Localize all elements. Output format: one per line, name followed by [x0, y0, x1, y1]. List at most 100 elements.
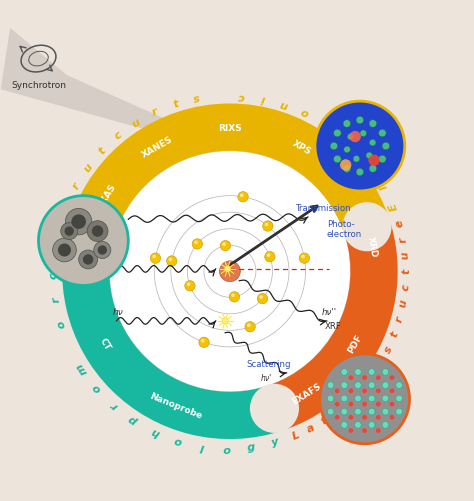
Circle shape — [87, 221, 108, 242]
Text: E: E — [387, 200, 400, 211]
Text: t: t — [172, 99, 180, 110]
Text: XPS: XPS — [291, 138, 313, 156]
Text: hν: hν — [113, 257, 123, 266]
Circle shape — [229, 292, 240, 303]
Text: r: r — [319, 117, 329, 129]
Circle shape — [265, 223, 268, 227]
Circle shape — [355, 382, 361, 389]
Text: c: c — [49, 272, 59, 278]
Circle shape — [264, 252, 275, 263]
Circle shape — [396, 408, 402, 415]
Circle shape — [83, 255, 93, 265]
Circle shape — [65, 209, 92, 235]
Circle shape — [353, 156, 360, 163]
Text: o: o — [173, 434, 183, 446]
Circle shape — [341, 408, 347, 415]
Circle shape — [348, 389, 353, 393]
Text: i: i — [346, 395, 355, 405]
Text: c: c — [400, 284, 411, 291]
Circle shape — [192, 239, 202, 249]
Polygon shape — [0, 29, 239, 156]
Circle shape — [362, 415, 367, 420]
Circle shape — [355, 422, 361, 428]
Text: t: t — [97, 145, 108, 156]
Text: Transmission: Transmission — [296, 203, 352, 212]
Text: c: c — [352, 145, 364, 156]
Text: XRF: XRF — [324, 322, 341, 331]
Circle shape — [369, 165, 377, 173]
Circle shape — [199, 338, 209, 348]
Text: r: r — [398, 235, 409, 242]
Circle shape — [379, 156, 386, 163]
Text: c: c — [356, 383, 367, 395]
Text: r: r — [151, 107, 160, 118]
Circle shape — [376, 428, 381, 433]
Text: a: a — [305, 422, 316, 434]
Text: XANES: XANES — [141, 135, 175, 160]
Circle shape — [362, 389, 367, 393]
Circle shape — [390, 415, 394, 420]
Circle shape — [382, 395, 389, 402]
Circle shape — [396, 395, 402, 402]
Circle shape — [335, 402, 339, 407]
Circle shape — [341, 382, 347, 389]
Text: t: t — [319, 414, 329, 426]
Text: e: e — [365, 370, 378, 382]
Circle shape — [382, 369, 389, 375]
Circle shape — [187, 283, 191, 287]
Circle shape — [92, 226, 103, 237]
Text: i: i — [50, 248, 60, 253]
Circle shape — [376, 375, 381, 380]
Circle shape — [382, 143, 390, 150]
Circle shape — [335, 389, 339, 393]
Text: g: g — [247, 441, 256, 452]
Circle shape — [327, 382, 334, 389]
Circle shape — [341, 422, 347, 428]
Circle shape — [335, 415, 339, 420]
Text: l: l — [379, 182, 389, 190]
Text: o: o — [223, 442, 231, 453]
Circle shape — [245, 322, 255, 332]
Circle shape — [390, 402, 394, 407]
Circle shape — [98, 246, 107, 255]
Circle shape — [390, 389, 394, 393]
Circle shape — [340, 160, 351, 171]
Text: Photo-
electron: Photo- electron — [327, 219, 362, 239]
Circle shape — [94, 242, 111, 259]
Circle shape — [220, 241, 230, 252]
Circle shape — [368, 422, 375, 428]
Text: s: s — [383, 344, 394, 354]
Text: o: o — [91, 381, 103, 393]
Text: u: u — [398, 298, 409, 308]
Text: e: e — [393, 218, 405, 228]
Text: CT: CT — [98, 336, 112, 352]
Text: Scattering: Scattering — [246, 359, 291, 368]
Circle shape — [396, 382, 402, 389]
Wedge shape — [267, 220, 398, 431]
Circle shape — [368, 155, 380, 166]
Text: p: p — [128, 413, 140, 426]
Circle shape — [250, 384, 299, 433]
Circle shape — [368, 369, 375, 375]
Circle shape — [376, 402, 381, 407]
Text: u: u — [400, 250, 411, 259]
Circle shape — [362, 428, 367, 433]
Text: XRD: XRD — [365, 235, 378, 258]
Circle shape — [109, 151, 350, 392]
Text: sXAS: sXAS — [97, 182, 118, 209]
Circle shape — [334, 130, 341, 138]
Text: L: L — [291, 429, 301, 441]
Circle shape — [369, 121, 377, 128]
Text: o: o — [299, 106, 310, 118]
Text: c: c — [237, 91, 245, 101]
Text: e: e — [366, 161, 378, 173]
Circle shape — [225, 267, 230, 273]
Circle shape — [348, 415, 353, 420]
Circle shape — [61, 223, 78, 240]
Text: i: i — [260, 94, 265, 104]
Text: r: r — [70, 181, 82, 191]
Text: EXAFS: EXAFS — [290, 381, 323, 406]
Text: s: s — [193, 93, 201, 104]
Circle shape — [301, 255, 305, 259]
Circle shape — [368, 395, 375, 402]
